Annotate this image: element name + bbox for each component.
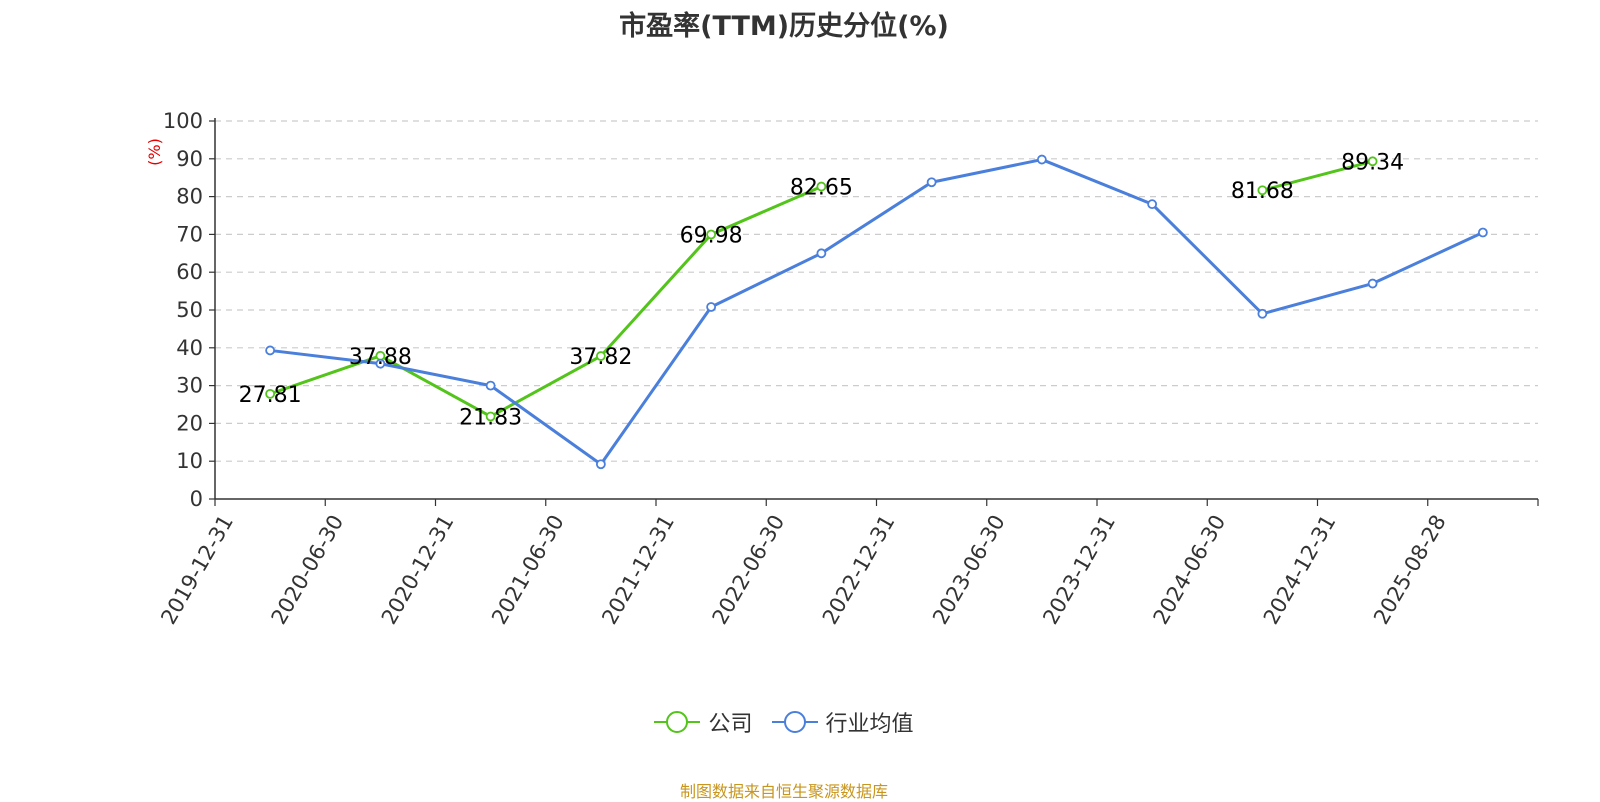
data-point: [485, 411, 496, 422]
data-label: 89.34: [1341, 150, 1404, 175]
data-point: [485, 380, 496, 391]
data-point: [706, 229, 717, 240]
x-tick-label: 2023-06-30: [928, 511, 1010, 629]
y-tick-label: 70: [176, 222, 203, 246]
chart-title: 市盈率(TTM)历史分位(%): [619, 11, 949, 42]
legend-company-label: 公司: [708, 712, 753, 737]
series-line: [269, 158, 1484, 466]
y-tick-label: 10: [176, 449, 203, 473]
y-tick-label: 30: [176, 374, 203, 398]
source-note: 制图数据来自恒生聚源数据库: [679, 782, 888, 801]
y-tick-label: 80: [176, 185, 203, 209]
legend: 公司 行业均值: [0, 706, 1568, 740]
data-point: [1036, 154, 1047, 165]
data-label: 37.82: [569, 345, 632, 370]
data-point: [1257, 308, 1268, 319]
data-labels: 27.81 37.88 21.83 37.82 69.98 82.65 81.68 89.34: [239, 150, 1404, 430]
data-point: [706, 302, 717, 312]
legend-industry-label: 行业均值: [825, 712, 914, 737]
x-tick-label: 2022-06-30: [708, 511, 790, 629]
legend-company-icon: [654, 711, 701, 733]
x-tick-label: 2025-08-28: [1369, 511, 1451, 629]
data-point: [926, 177, 937, 188]
x-tick-label: 2022-12-31: [818, 511, 900, 629]
x-tick-label: 2020-06-30: [267, 511, 349, 629]
x-tick-label: 2020-12-31: [377, 511, 459, 629]
legend-item-industry[interactable]: 行业均值: [771, 706, 914, 738]
x-tick-label: 2021-12-31: [597, 511, 679, 629]
y-tick-label: 60: [176, 260, 203, 284]
series-line: [1261, 159, 1374, 192]
data-point: [1257, 185, 1268, 196]
y-tick-label: 50: [176, 298, 203, 322]
x-tick-label: 2019-12-31: [156, 511, 238, 629]
x-tick-label: 2021-06-30: [487, 511, 569, 629]
data-label: 82.65: [790, 176, 853, 201]
data-point: [595, 351, 606, 361]
data-label: 69.98: [680, 223, 743, 248]
y-tick-label: 20: [176, 411, 203, 435]
x-tick-label: 2023-12-31: [1038, 511, 1120, 629]
data-point: [1147, 199, 1158, 210]
series: [265, 154, 1488, 470]
y-tick-label: 40: [176, 336, 203, 360]
legend-item-company[interactable]: 公司: [654, 706, 753, 738]
y-tick-label: 90: [176, 147, 203, 171]
data-label: 37.88: [349, 345, 412, 370]
y-axis-unit-label: (%): [145, 138, 164, 166]
line-chart: 0 10 20 30 40 50 60 70 80 90 100 2019-12-31 2020-06-…: [145, 109, 1539, 629]
data-point: [816, 248, 827, 259]
data-label: 27.81: [239, 383, 302, 408]
data-point: [595, 459, 606, 470]
data-point: [1367, 278, 1378, 289]
legend-industry-icon: [771, 711, 818, 733]
data-point: [1477, 227, 1488, 238]
x-tick-label: 2024-06-30: [1149, 511, 1231, 629]
data-point: [375, 358, 386, 369]
data-label: 81.68: [1231, 179, 1294, 204]
y-tick-label: 0: [190, 487, 203, 511]
data-label: 21.83: [459, 405, 522, 430]
data-point: [265, 388, 276, 399]
series-line: [269, 185, 822, 418]
data-point: [816, 181, 827, 192]
data-point: [265, 345, 276, 356]
series-industry-average: [265, 154, 1488, 470]
data-point: [1367, 156, 1378, 167]
x-tick-label: 2024-12-31: [1259, 511, 1341, 629]
y-tick-label: 100: [163, 109, 203, 133]
